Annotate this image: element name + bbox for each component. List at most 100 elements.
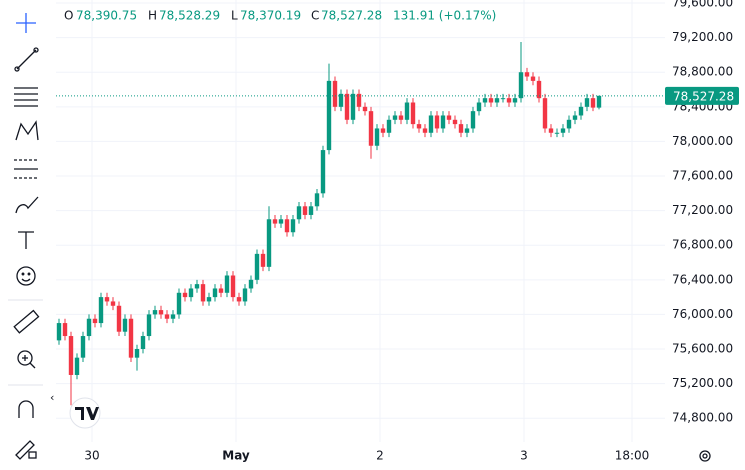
candle-body bbox=[314, 193, 320, 207]
y-tick-label: 78,000.00 bbox=[672, 134, 733, 148]
candle-body bbox=[530, 76, 536, 81]
crosshair-tool[interactable] bbox=[16, 13, 36, 33]
candle-body bbox=[356, 93, 362, 107]
candle-body bbox=[146, 314, 152, 337]
candle-body bbox=[458, 124, 464, 133]
candle-body bbox=[176, 292, 182, 315]
candle-body bbox=[584, 98, 590, 107]
candle-body bbox=[518, 72, 524, 99]
fib-tool[interactable] bbox=[14, 87, 38, 107]
y-tick-label: 79,200.00 bbox=[672, 30, 733, 44]
candle-body bbox=[80, 336, 86, 358]
candle-body bbox=[188, 288, 194, 298]
candle-body bbox=[332, 80, 338, 107]
candle-body bbox=[308, 206, 314, 215]
brush-tool[interactable] bbox=[15, 196, 39, 214]
forecast-tool[interactable] bbox=[14, 159, 38, 179]
candle-body bbox=[476, 102, 482, 112]
pattern-tool[interactable] bbox=[15, 120, 39, 141]
x-tick-label: 3 bbox=[520, 449, 528, 463]
candle-body bbox=[374, 128, 380, 146]
candle-body bbox=[86, 318, 92, 337]
candle-body bbox=[158, 310, 164, 315]
collapse-toggle[interactable]: ‹ bbox=[50, 391, 54, 404]
candle-body bbox=[428, 115, 434, 133]
candle-body bbox=[362, 106, 368, 112]
ohlc-value: 78,527.28 bbox=[321, 9, 382, 23]
candle-body bbox=[596, 95, 602, 108]
x-tick-label: May bbox=[222, 449, 250, 463]
candle-body bbox=[266, 219, 272, 267]
trend-line-tool[interactable] bbox=[14, 47, 39, 72]
change-value: 131.91 (+0.17%) bbox=[393, 9, 496, 23]
candle-body bbox=[410, 102, 416, 125]
candle-body bbox=[254, 253, 260, 280]
candle-body bbox=[98, 297, 104, 324]
candle-body bbox=[230, 275, 236, 298]
candle-body bbox=[452, 119, 458, 125]
candle-body bbox=[302, 206, 308, 215]
text-tool[interactable] bbox=[18, 231, 34, 249]
candle-body bbox=[152, 310, 158, 315]
x-tick-label: 18:00 bbox=[615, 449, 650, 463]
candle-body bbox=[488, 98, 494, 103]
candle-body bbox=[218, 288, 224, 293]
candle-body bbox=[572, 115, 578, 120]
candle-body bbox=[278, 219, 284, 224]
candle-body bbox=[140, 336, 146, 350]
ohlc-value: 78,528.29 bbox=[159, 9, 220, 23]
lock-tool[interactable] bbox=[15, 440, 37, 460]
candle-body bbox=[164, 314, 170, 319]
candle-body bbox=[434, 115, 440, 129]
zoom-tool[interactable] bbox=[17, 350, 36, 369]
candle-body bbox=[554, 132, 560, 134]
candle-body bbox=[464, 128, 470, 133]
candle-body bbox=[284, 219, 290, 233]
candle-body bbox=[536, 80, 542, 99]
candle-body bbox=[170, 314, 176, 319]
candle-body bbox=[68, 336, 74, 375]
y-tick-label: 78,800.00 bbox=[672, 65, 733, 79]
y-tick-label: 75,600.00 bbox=[672, 342, 733, 356]
candle-body bbox=[500, 98, 506, 100]
candle-body bbox=[422, 128, 428, 133]
last-price-tag bbox=[665, 86, 739, 105]
y-tick-label: 79,600.00 bbox=[672, 0, 733, 10]
x-tick-label: 2 bbox=[376, 449, 384, 463]
y-tick-label: 75,200.00 bbox=[672, 376, 733, 390]
settings-icon[interactable] bbox=[699, 450, 711, 462]
candle-body bbox=[200, 284, 206, 302]
ohlc-label: O bbox=[64, 9, 73, 23]
candle-body bbox=[524, 72, 530, 77]
candle-body bbox=[566, 119, 572, 129]
candle-body bbox=[290, 219, 296, 233]
candle-body bbox=[344, 93, 350, 120]
ohlc-label: C bbox=[311, 9, 319, 23]
candle-body bbox=[392, 115, 398, 120]
candle-body bbox=[494, 98, 500, 103]
candle-body bbox=[56, 323, 62, 341]
candle-body bbox=[404, 102, 410, 120]
toolbar[interactable]: ‹ bbox=[8, 13, 54, 460]
y-tick-label: 76,000.00 bbox=[672, 307, 733, 321]
candle-body bbox=[326, 80, 332, 151]
candle-body bbox=[242, 288, 248, 302]
candle-body bbox=[62, 323, 68, 337]
candle-body bbox=[440, 115, 446, 129]
candles bbox=[56, 41, 602, 406]
candle-body bbox=[398, 115, 404, 120]
candle-body bbox=[92, 318, 98, 324]
candle-body bbox=[506, 98, 512, 103]
candle-body bbox=[590, 98, 596, 108]
magnet-tool[interactable] bbox=[18, 400, 34, 418]
candle-body bbox=[128, 318, 134, 358]
ohlc-value: 78,390.75 bbox=[76, 9, 137, 23]
ruler-tool[interactable] bbox=[13, 309, 40, 334]
candle-body bbox=[320, 150, 326, 194]
candle-body bbox=[350, 93, 356, 120]
candle-body bbox=[224, 275, 230, 293]
emoji-tool[interactable] bbox=[16, 266, 36, 286]
y-tick-label: 74,800.00 bbox=[672, 411, 733, 425]
candle-body bbox=[296, 206, 302, 220]
candle-body bbox=[206, 297, 212, 302]
